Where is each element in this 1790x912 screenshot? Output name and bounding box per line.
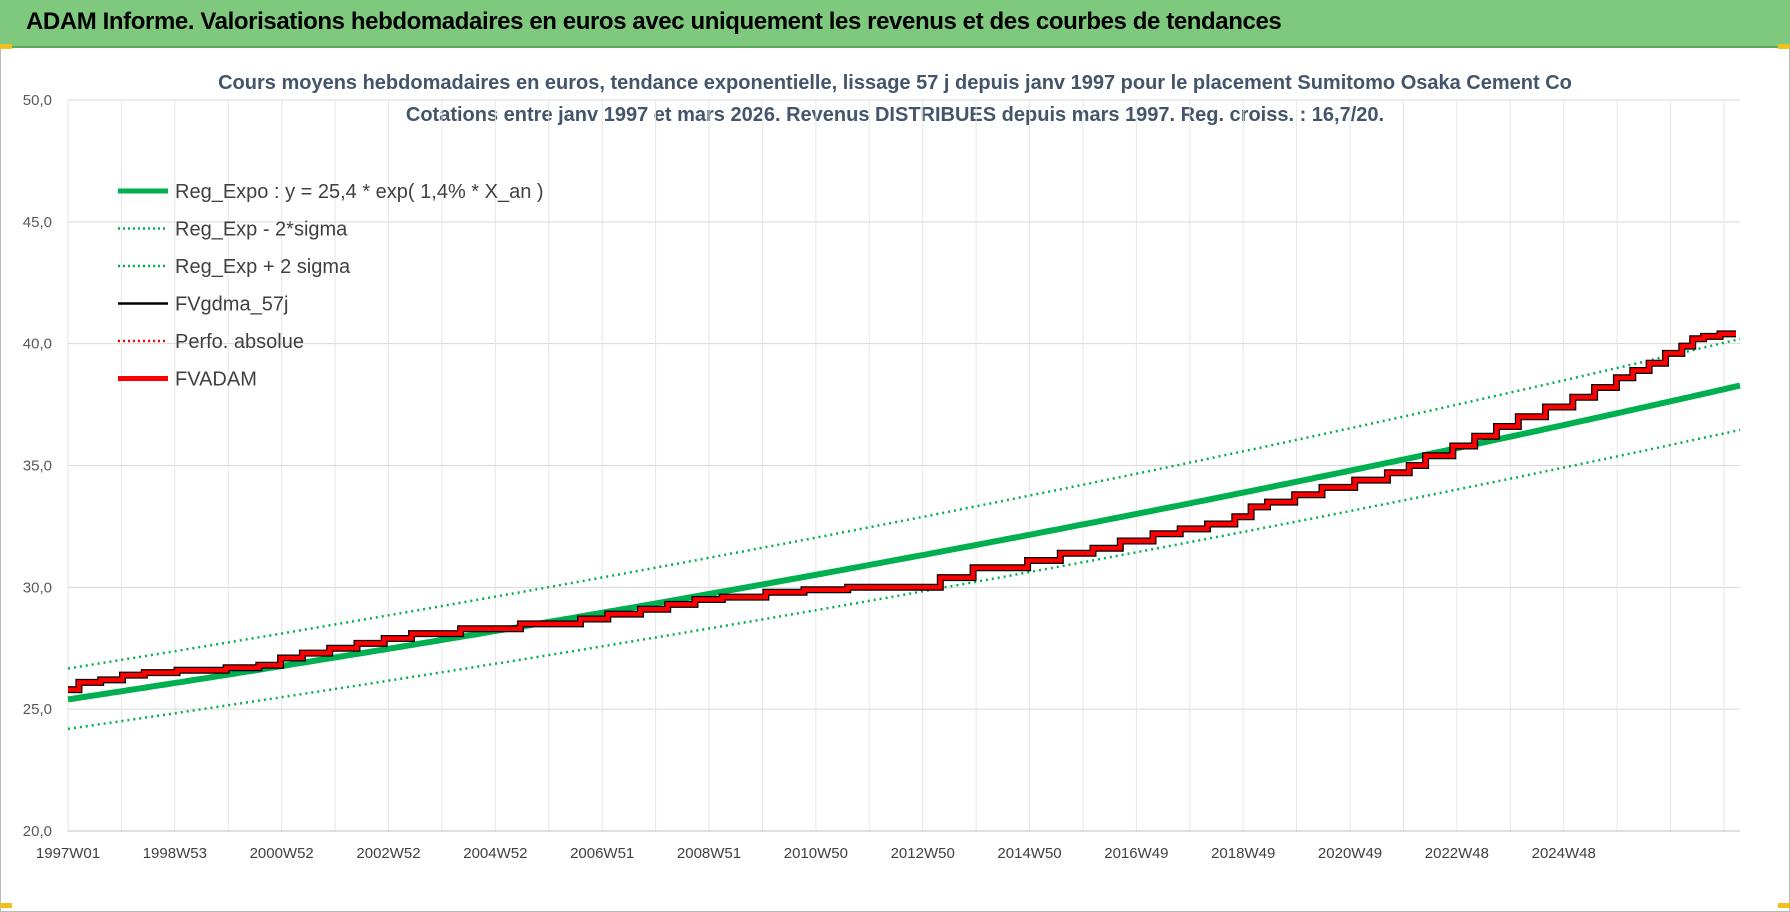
reg-exp-plus-2sigma-line: [67, 337, 1741, 670]
y-tick-label: 35,0: [23, 458, 52, 475]
report-title: ADAM Informe. Valorisations hebdomadaire…: [26, 8, 1282, 35]
x-tick-label: 2016W49: [1104, 845, 1168, 862]
x-tick-label: 2022W48: [1425, 845, 1489, 862]
legend-label: Reg_Expo : y = 25,4 * exp( 1,4% * X_an ): [175, 181, 544, 203]
y-tick-label: 25,0: [23, 701, 52, 718]
corner-marker: [1778, 903, 1790, 908]
plot-area: [67, 330, 1741, 731]
corner-marker: [1778, 44, 1790, 49]
x-tick-label: 2010W50: [784, 845, 848, 862]
x-tick-label: 1997W01: [36, 845, 100, 862]
x-tick-label: 2006W51: [570, 845, 634, 862]
x-tick-label: 2024W48: [1532, 845, 1596, 862]
x-tick-label: 2020W49: [1318, 845, 1382, 862]
x-tick-label: 2014W50: [997, 845, 1061, 862]
legend-label: Reg_Exp - 2*sigma: [175, 219, 348, 241]
chart-title: Cours moyens hebdomadaires en euros, ten…: [218, 72, 1572, 94]
legend-label: Perfo. absolue: [175, 331, 304, 353]
y-tick-label: 50,0: [23, 92, 52, 109]
x-axis: 1997W01 1998W53 2000W52 2002W52 2004W52 2006W…: [36, 845, 1596, 862]
x-tick-label: 2004W52: [463, 845, 527, 862]
reg-exp-minus-2sigma-line: [67, 428, 1741, 731]
x-tick-label: 2000W52: [250, 845, 314, 862]
x-tick-label: 2002W52: [356, 845, 420, 862]
fvadam-line: [67, 331, 1736, 692]
legend: Reg_Expo : y = 25,4 * exp( 1,4% * X_an )…: [118, 181, 544, 391]
gridlines: [67, 99, 1740, 832]
legend-label: FVADAM: [175, 369, 257, 391]
y-axis: 20,0 25,0 30,0 35,0 40,0 45,0 50,0: [23, 92, 52, 840]
fvgdma-57j-line: [67, 330, 1736, 694]
y-tick-label: 40,0: [23, 336, 52, 353]
legend-label: Reg_Exp + 2 sigma: [175, 256, 351, 278]
corner-marker: [0, 903, 12, 908]
chart-subtitle: Cotations entre janv 1997 et mars 2026. …: [405, 104, 1385, 126]
y-tick-label: 20,0: [23, 823, 52, 840]
x-tick-label: 2012W50: [891, 845, 955, 862]
legend-label: FVgdma_57j: [175, 294, 288, 316]
x-tick-label: 2008W51: [677, 845, 741, 862]
y-tick-label: 30,0: [23, 579, 52, 596]
y-tick-label: 45,0: [23, 214, 52, 231]
x-tick-label: 2018W49: [1211, 845, 1275, 862]
x-tick-label: 1998W53: [143, 845, 207, 862]
report-banner: ADAM Informe. Valorisations hebdomadaire…: [0, 0, 1790, 48]
corner-marker: [0, 44, 12, 49]
